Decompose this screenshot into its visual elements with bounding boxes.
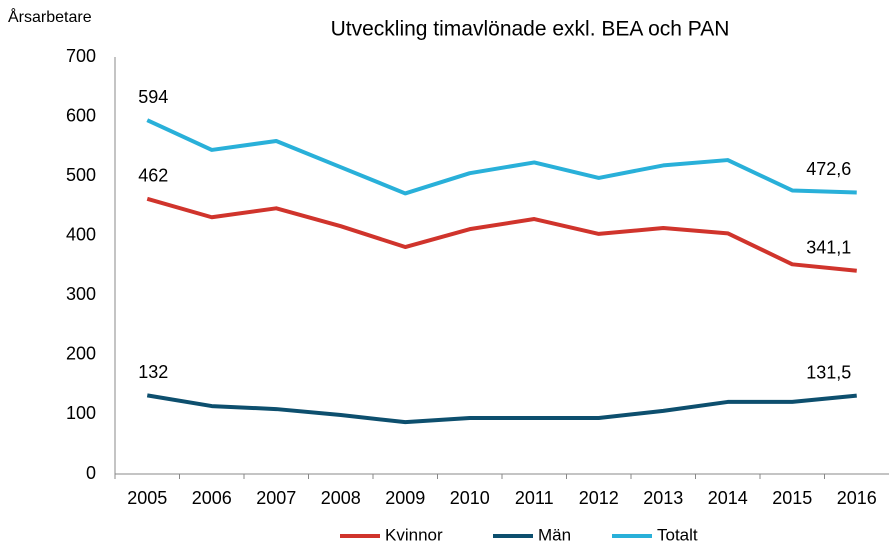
data-label: 132 [138, 362, 168, 382]
x-tick-label: 2007 [256, 488, 296, 508]
x-tick-label: 2008 [321, 488, 361, 508]
y-tick-label: 100 [66, 403, 96, 423]
data-label: 462 [138, 166, 168, 186]
y-tick-label: 500 [66, 165, 96, 185]
x-tick-label: 2016 [837, 488, 877, 508]
x-tick-label: 2015 [772, 488, 812, 508]
x-tick-label: 2006 [192, 488, 232, 508]
data-label: 131,5 [806, 362, 851, 382]
x-tick-label: 2012 [579, 488, 619, 508]
x-tick-label: 2011 [515, 488, 554, 508]
line-series [146, 196, 857, 273]
y-tick-label: 200 [66, 344, 96, 364]
x-tick-label: 2013 [643, 488, 683, 508]
x-tick-label: 2005 [127, 488, 167, 508]
y-tick-label: 700 [66, 46, 96, 66]
y-tick-label: 300 [66, 284, 96, 304]
data-label: 472,6 [806, 159, 851, 179]
line-series [146, 393, 857, 425]
y-tick-label: 400 [66, 224, 96, 244]
x-tick-label: 2009 [385, 488, 425, 508]
x-tick-label: 2014 [708, 488, 748, 508]
y-tick-label: 0 [86, 463, 96, 483]
data-label: 341,1 [806, 238, 851, 258]
line-series [146, 118, 857, 196]
y-tick-label: 600 [66, 105, 96, 125]
data-label: 594 [138, 87, 168, 107]
chart-title: Utveckling timavlönade exkl. BEA och PAN [331, 18, 730, 41]
y-axis-label: Årsarbetare [8, 7, 92, 26]
legend-label: Kvinnor [385, 525, 443, 544]
legend-label: Totalt [657, 525, 698, 544]
x-tick-label: 2010 [450, 488, 490, 508]
legend-label: Män [538, 525, 571, 544]
